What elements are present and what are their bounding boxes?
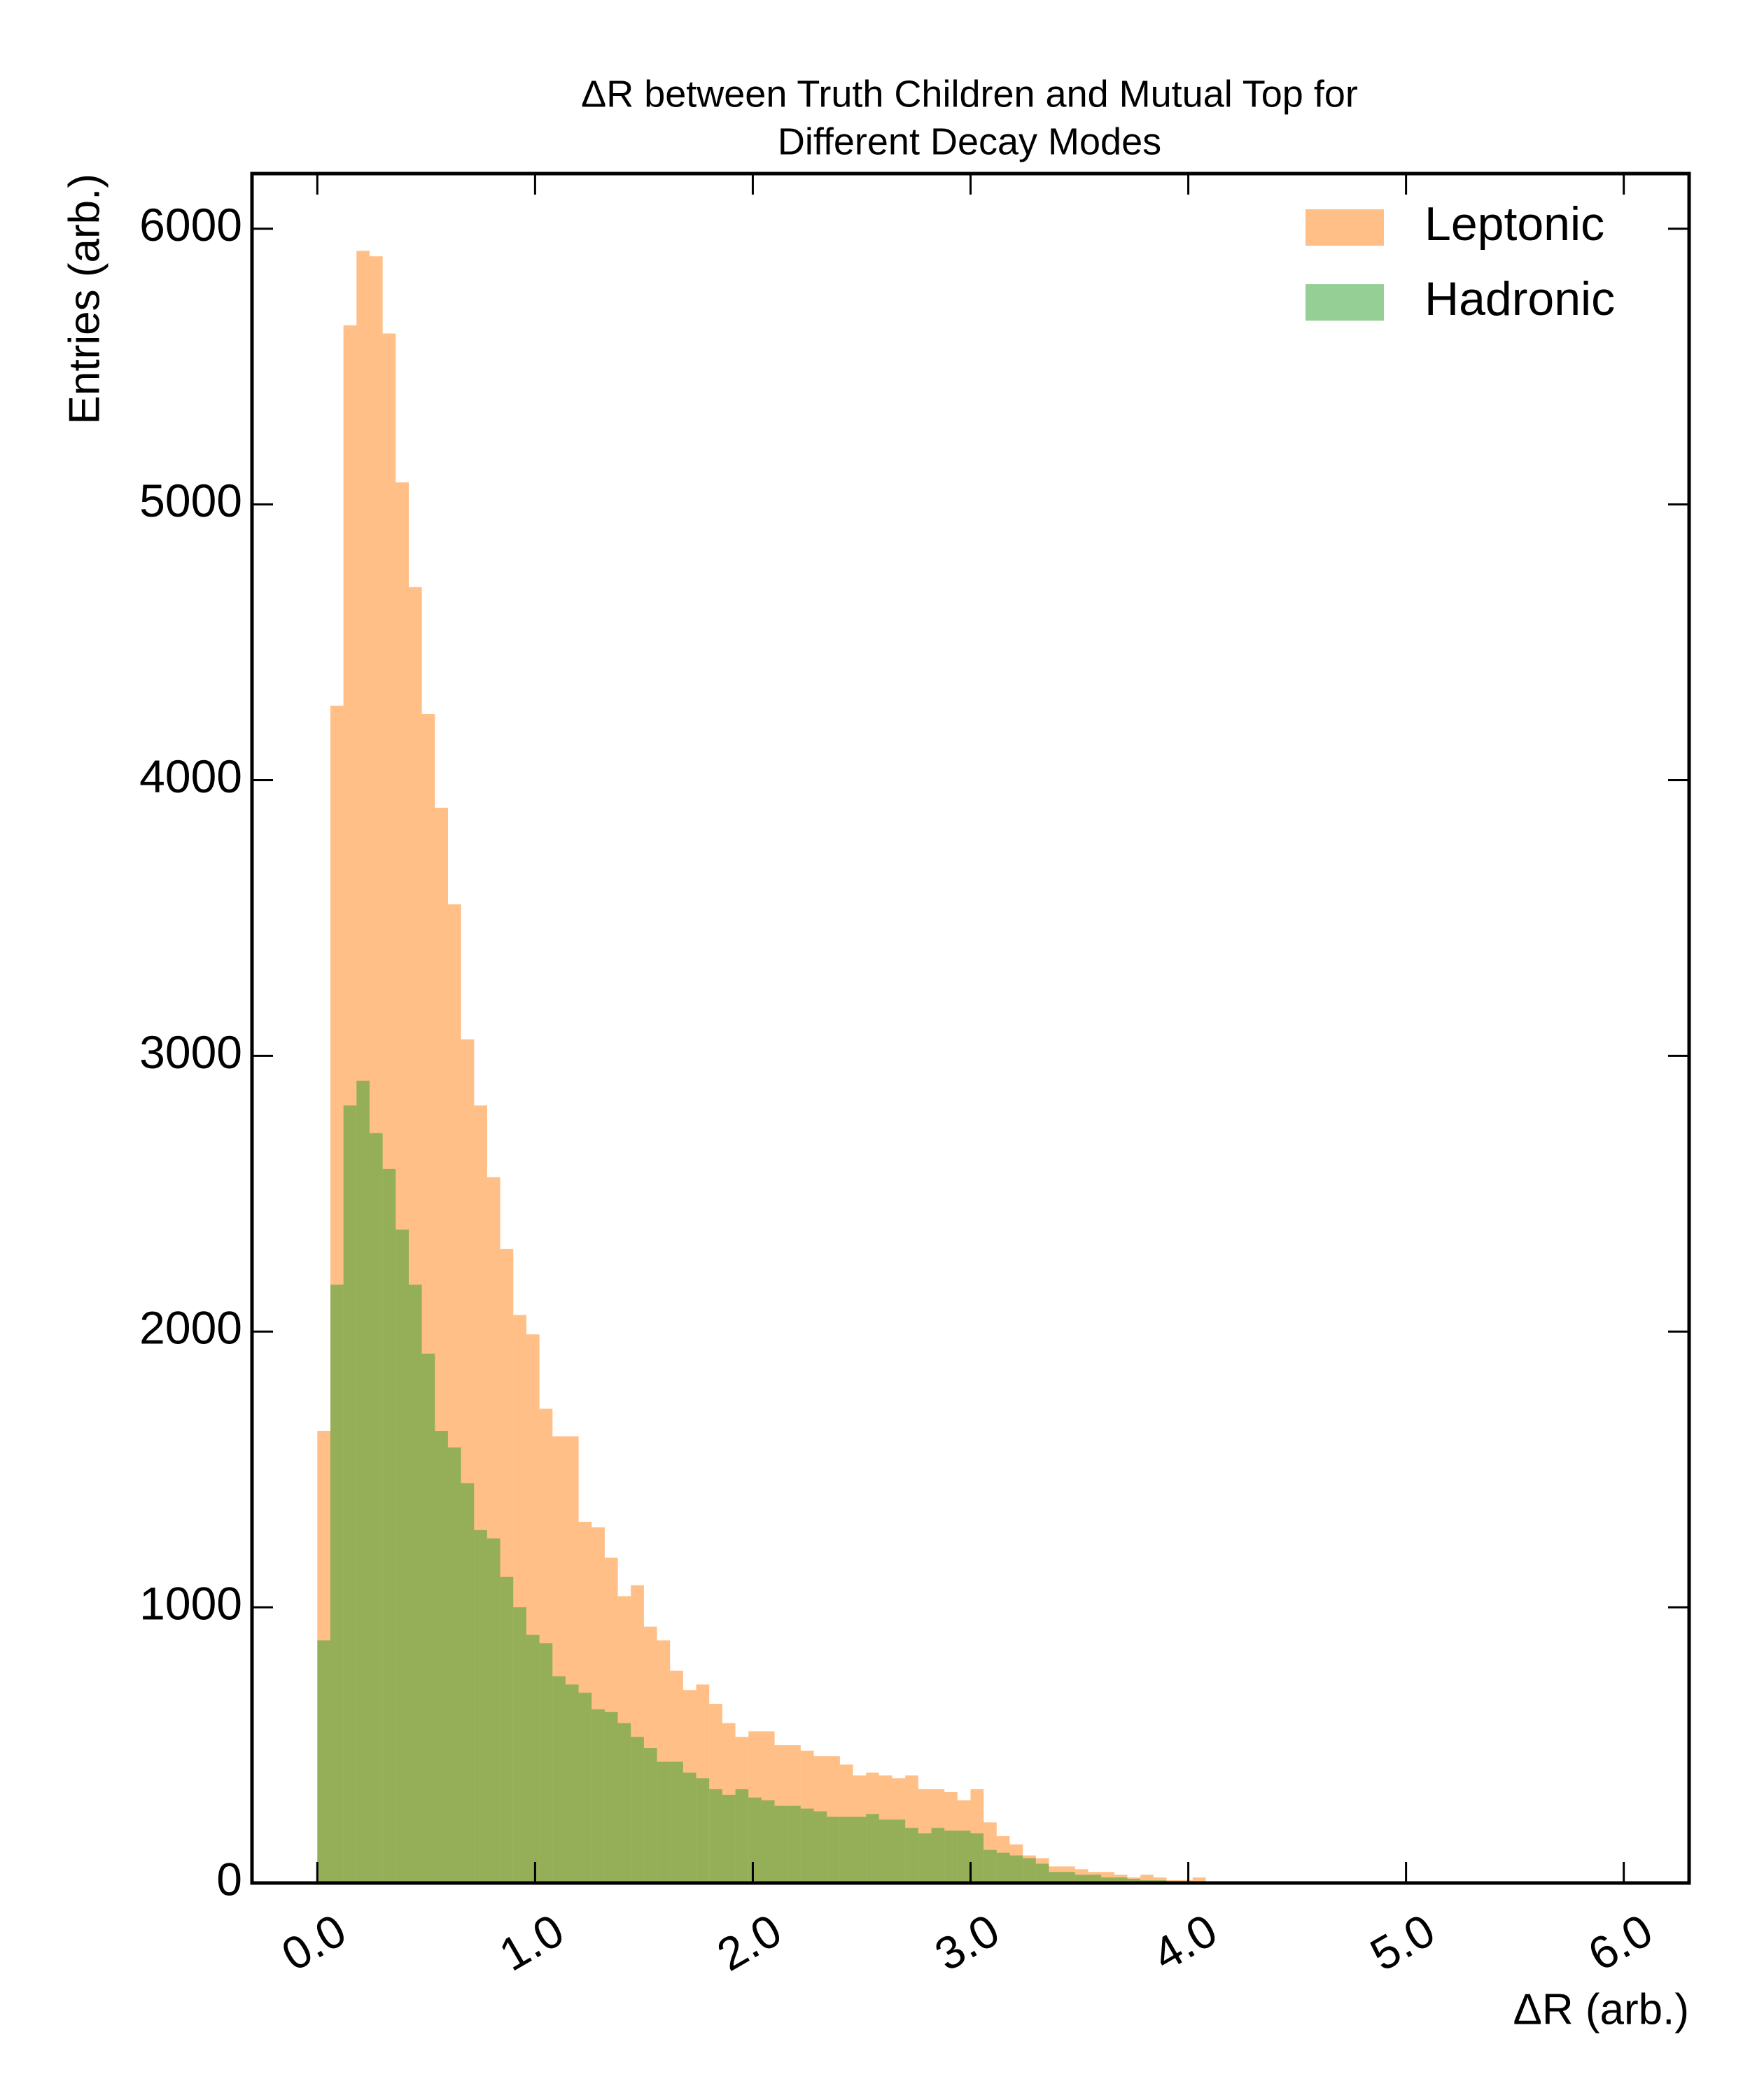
bar — [827, 1816, 840, 1883]
bar — [944, 1830, 958, 1883]
x-tick-label: 2.0 — [708, 1904, 790, 1981]
bar — [1192, 1877, 1206, 1883]
bar — [317, 1640, 330, 1883]
bar — [421, 1353, 435, 1883]
bar — [774, 1805, 788, 1883]
x-tick-label: 1.0 — [491, 1904, 572, 1981]
chart-title: ΔR between Truth Children and Mutual Top… — [581, 73, 1358, 115]
legend-label: Hadronic — [1424, 272, 1615, 326]
bar — [617, 1723, 631, 1883]
x-tick-label: 4.0 — [1144, 1904, 1225, 1981]
legend-label: Leptonic — [1424, 197, 1604, 251]
legend-swatch — [1306, 284, 1384, 321]
bar — [343, 1105, 357, 1883]
y-tick-label: 0 — [216, 1853, 242, 1905]
bar — [735, 1789, 749, 1883]
bar — [866, 1814, 879, 1883]
bar — [696, 1778, 710, 1883]
bar — [983, 1849, 997, 1883]
bar — [1114, 1877, 1128, 1883]
bar — [592, 1709, 605, 1883]
bar — [356, 1080, 370, 1883]
bar — [408, 1284, 422, 1883]
bar — [788, 1805, 801, 1883]
bar — [1127, 1879, 1141, 1883]
bar — [500, 1576, 514, 1883]
bar — [1074, 1875, 1088, 1883]
bar — [1035, 1863, 1049, 1883]
bar — [643, 1748, 657, 1883]
bars — [317, 251, 1415, 1884]
bar — [722, 1794, 736, 1883]
x-axis-label: ΔR (arb.) — [1513, 1985, 1689, 2033]
bar — [996, 1852, 1010, 1883]
bar — [1009, 1855, 1023, 1883]
bar — [1101, 1877, 1114, 1883]
x-tick-label: 0.0 — [273, 1904, 354, 1981]
bar — [539, 1643, 553, 1883]
bar — [382, 1168, 396, 1883]
bar — [435, 1431, 448, 1883]
bar — [957, 1830, 971, 1883]
bar — [892, 1819, 906, 1883]
bar — [526, 1634, 540, 1883]
bar — [396, 1229, 409, 1883]
y-tick-label: 3000 — [139, 1026, 242, 1078]
y-axis-label: Entries (arb.) — [60, 174, 108, 424]
bar — [604, 1712, 618, 1883]
bar — [931, 1828, 945, 1883]
bar — [1023, 1858, 1036, 1883]
y-tick-label: 5000 — [139, 475, 242, 526]
bar — [657, 1761, 671, 1883]
bar — [709, 1789, 722, 1883]
chart-title: Different Decay Modes — [778, 120, 1161, 162]
bar — [970, 1833, 984, 1883]
y-tick-label: 2000 — [139, 1302, 242, 1354]
bar — [670, 1761, 683, 1883]
bar — [918, 1833, 932, 1883]
y-tick-label: 1000 — [139, 1578, 242, 1630]
bar — [800, 1808, 814, 1883]
bar — [447, 1447, 461, 1883]
x-tick-label: 5.0 — [1362, 1904, 1443, 1981]
bar — [853, 1816, 867, 1883]
legend-swatch — [1306, 209, 1384, 246]
y-tick-label: 6000 — [139, 199, 242, 251]
bar — [682, 1772, 696, 1883]
bar — [474, 1530, 487, 1883]
bar — [813, 1811, 827, 1883]
bar — [748, 1797, 762, 1883]
x-tick-label: 6.0 — [1579, 1904, 1660, 1981]
bar — [330, 1284, 344, 1883]
bar — [1140, 1875, 1154, 1883]
bar — [761, 1800, 775, 1883]
bar — [631, 1737, 644, 1883]
bar — [1062, 1872, 1075, 1883]
bar — [513, 1607, 526, 1883]
bar — [486, 1538, 500, 1883]
bar — [369, 1133, 383, 1883]
bar — [565, 1684, 579, 1883]
y-tick-label: 4000 — [139, 750, 242, 802]
x-tick-label: 3.0 — [926, 1904, 1007, 1981]
bar — [461, 1483, 475, 1883]
bar — [552, 1676, 566, 1883]
bar — [1088, 1875, 1102, 1883]
bar — [905, 1828, 918, 1883]
bar — [878, 1819, 892, 1883]
bar — [1049, 1872, 1063, 1883]
bar — [839, 1816, 853, 1883]
bar — [578, 1693, 592, 1883]
